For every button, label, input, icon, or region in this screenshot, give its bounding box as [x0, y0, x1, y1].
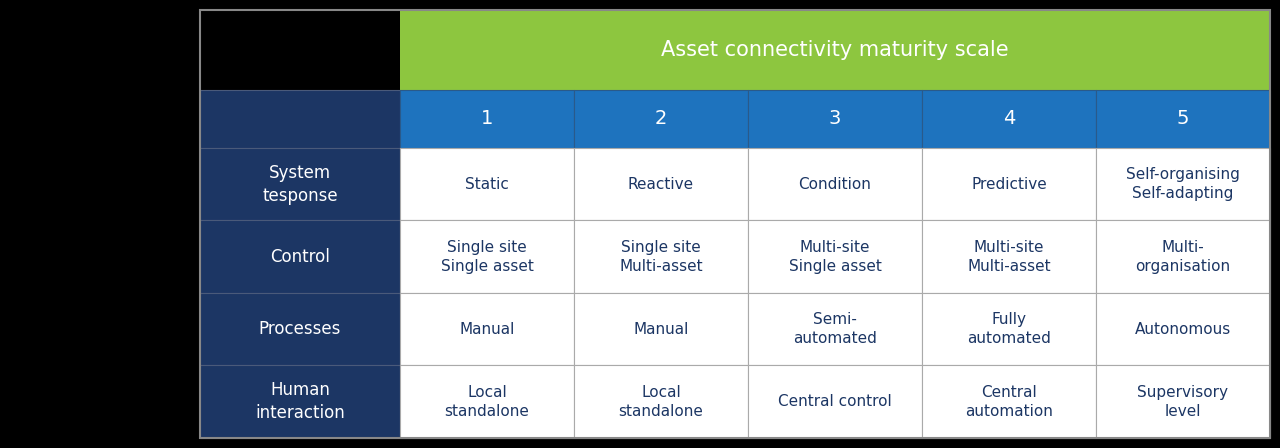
Bar — [399, 148, 573, 220]
Text: Supervisory
level: Supervisory level — [1138, 385, 1229, 419]
Text: 4: 4 — [1002, 109, 1015, 129]
Text: Control: Control — [270, 248, 330, 266]
Bar — [200, 10, 1270, 438]
Bar — [200, 366, 399, 438]
Text: Human
interaction: Human interaction — [255, 381, 344, 422]
Bar — [399, 220, 573, 293]
Text: 3: 3 — [829, 109, 841, 129]
Text: Single site
Single asset: Single site Single asset — [440, 240, 534, 274]
Text: Manual: Manual — [460, 322, 515, 337]
Text: Predictive: Predictive — [972, 177, 1047, 192]
Text: Autonomous: Autonomous — [1135, 322, 1231, 337]
Text: Static: Static — [465, 177, 509, 192]
Text: Self-organising
Self-adapting: Self-organising Self-adapting — [1126, 167, 1240, 201]
Bar — [1096, 148, 1270, 220]
Bar — [200, 220, 399, 293]
Text: Central control: Central control — [778, 394, 892, 409]
Bar — [748, 293, 922, 366]
Bar — [573, 220, 748, 293]
Bar — [922, 366, 1096, 438]
Bar — [399, 90, 573, 148]
Text: Reactive: Reactive — [628, 177, 694, 192]
Bar — [573, 366, 748, 438]
Text: 2: 2 — [655, 109, 667, 129]
Bar — [573, 293, 748, 366]
Bar — [200, 293, 399, 366]
Bar — [200, 148, 399, 220]
Bar — [922, 148, 1096, 220]
Bar — [1096, 90, 1270, 148]
Bar — [1096, 220, 1270, 293]
Text: Semi-
automated: Semi- automated — [794, 312, 877, 346]
Bar — [399, 10, 1270, 90]
Bar — [200, 90, 399, 148]
Bar — [922, 90, 1096, 148]
Text: Asset connectivity maturity scale: Asset connectivity maturity scale — [662, 40, 1009, 60]
Text: Condition: Condition — [799, 177, 872, 192]
Text: Fully
automated: Fully automated — [968, 312, 1051, 346]
Bar — [573, 148, 748, 220]
Text: Processes: Processes — [259, 320, 342, 338]
Text: Manual: Manual — [634, 322, 689, 337]
Text: Local
standalone: Local standalone — [618, 385, 704, 419]
Text: Central
automation: Central automation — [965, 385, 1053, 419]
Text: 5: 5 — [1176, 109, 1189, 129]
Text: Multi-site
Multi-asset: Multi-site Multi-asset — [968, 240, 1051, 274]
Bar — [399, 293, 573, 366]
Bar — [748, 90, 922, 148]
Text: System
tesponse: System tesponse — [262, 164, 338, 205]
Text: Local
standalone: Local standalone — [444, 385, 530, 419]
Bar — [573, 90, 748, 148]
Bar — [1096, 293, 1270, 366]
Bar — [748, 148, 922, 220]
Bar — [748, 220, 922, 293]
Text: Single site
Multi-asset: Single site Multi-asset — [620, 240, 703, 274]
Text: Multi-site
Single asset: Multi-site Single asset — [788, 240, 882, 274]
Bar — [1096, 366, 1270, 438]
Bar — [922, 293, 1096, 366]
Text: 1: 1 — [481, 109, 493, 129]
Bar — [922, 220, 1096, 293]
Bar — [399, 366, 573, 438]
Bar — [748, 366, 922, 438]
Text: Multi-
organisation: Multi- organisation — [1135, 240, 1230, 274]
